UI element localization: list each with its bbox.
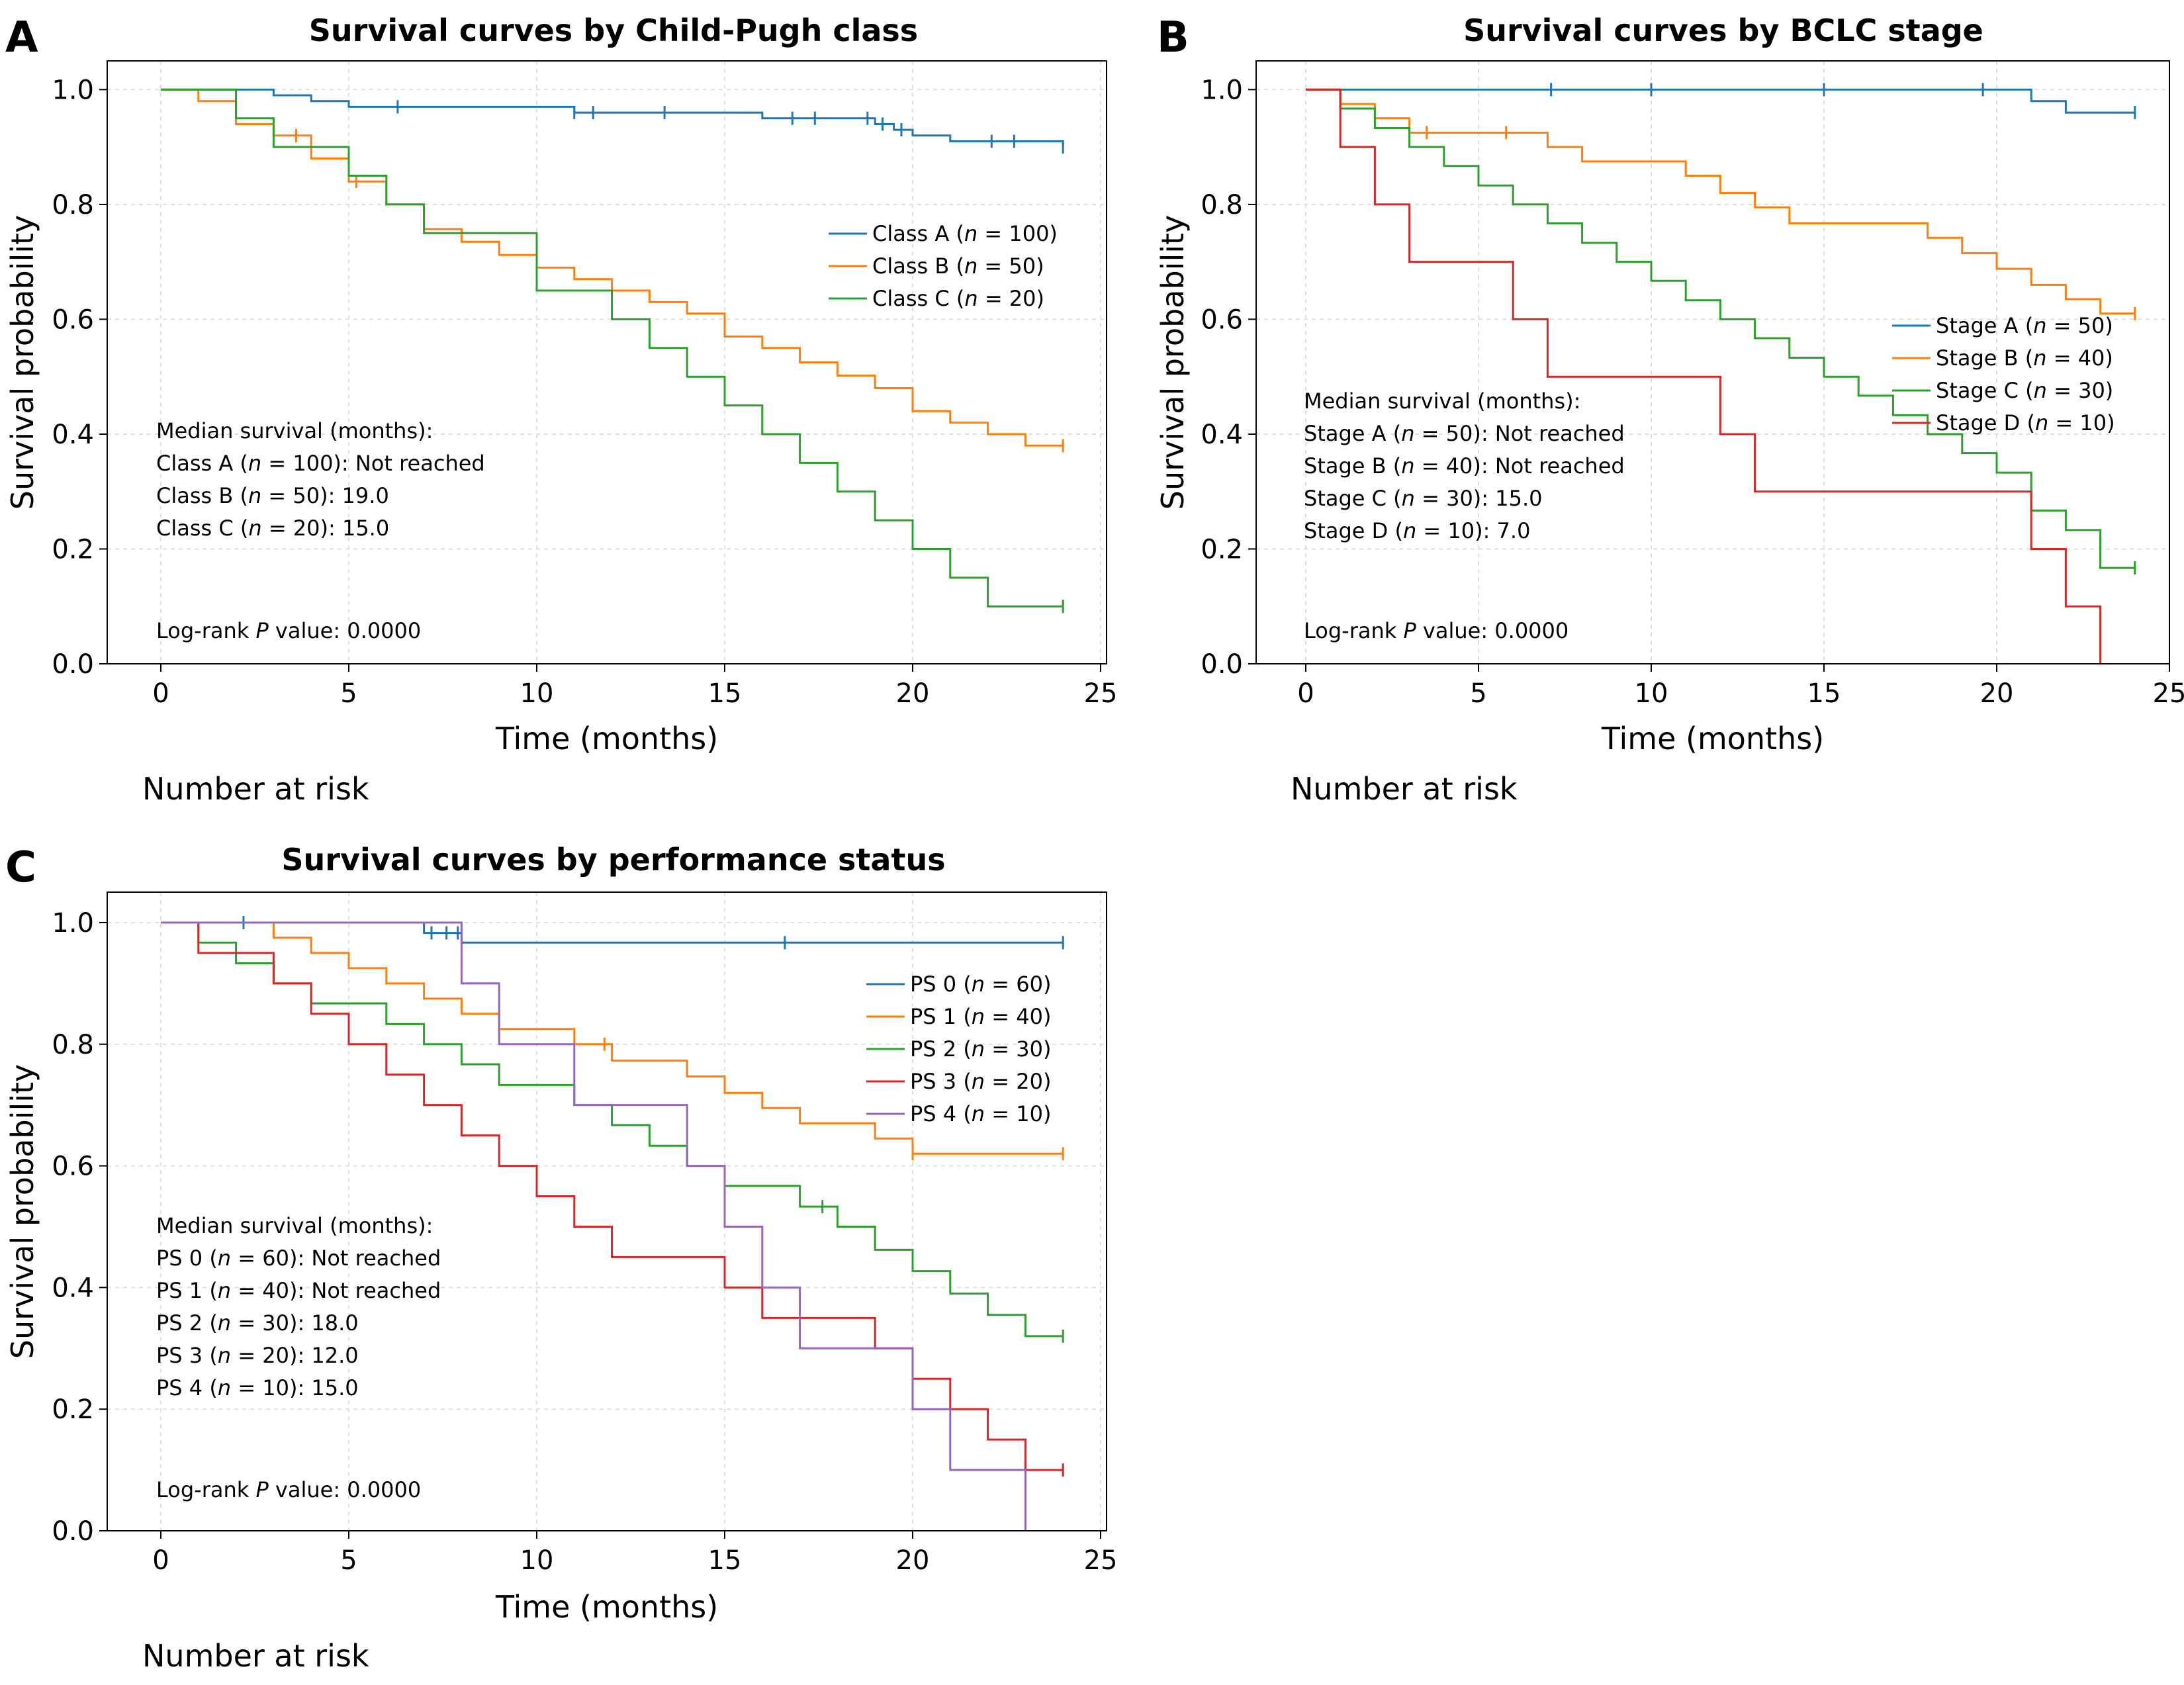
- survival-curve-class-b: [161, 88, 1064, 447]
- legend-entry: Class C (n = 20): [872, 286, 1044, 311]
- median-survival-line: Stage C (n = 30): 15.0: [1304, 486, 1542, 511]
- median-survival-line: PS 1 (n = 40): Not reached: [156, 1278, 441, 1303]
- x-axis-label: Time (months): [1601, 721, 1824, 756]
- chart-title: Survival curves by performance status: [281, 842, 945, 878]
- survival-curve-stage-a: [1306, 88, 2135, 114]
- median-survival-line: PS 2 (n = 30): 18.0: [156, 1310, 359, 1336]
- panel-label: A: [5, 13, 38, 62]
- y-tick-label: 0.4: [52, 420, 94, 450]
- x-axis-label: Time (months): [495, 721, 718, 756]
- y-tick-label: 0.6: [1201, 304, 1243, 335]
- y-axis-label: Survival probability: [1155, 215, 1191, 510]
- x-tick-label: 20: [896, 678, 930, 709]
- x-tick-label: 10: [520, 1545, 554, 1576]
- legend-entry: Class B (n = 50): [872, 253, 1044, 279]
- y-tick-label: 0.6: [52, 304, 94, 335]
- x-tick-label: 25: [1084, 678, 1118, 709]
- x-tick-label: 10: [1635, 678, 1668, 709]
- y-tick-label: 0.8: [52, 190, 94, 220]
- median-survival-line: Class C (n = 20): 15.0: [156, 516, 389, 541]
- legend-entry: PS 2 (n = 30): [910, 1036, 1051, 1062]
- y-tick-label: 1.0: [1201, 75, 1243, 105]
- median-survival-line: Stage B (n = 40): Not reached: [1304, 453, 1625, 478]
- x-tick-label: 5: [340, 1545, 357, 1576]
- median-survival-line: Class B (n = 50): 19.0: [156, 483, 389, 508]
- chart-panel-a: A Survival curves by Child-Pugh class 0 5 10…: [5, 13, 1117, 807]
- y-tick-label: 1.0: [52, 75, 94, 105]
- plot-frame: [107, 891, 1107, 1531]
- y-tick-label: 0.0: [52, 649, 94, 680]
- x-tick-label: 15: [708, 678, 742, 709]
- x-tick-label: 25: [2153, 678, 2184, 709]
- median-survival-line: PS 0 (n = 60): Not reached: [156, 1246, 441, 1271]
- legend-entry: Stage C (n = 30): [1936, 378, 2113, 403]
- logrank-pvalue: Log-rank P value: 0.0000: [1304, 618, 1569, 643]
- median-survival-header: Median survival (months):: [156, 1213, 433, 1238]
- x-tick-label: 10: [520, 678, 554, 709]
- logrank-pvalue: Log-rank P value: 0.0000: [156, 618, 421, 643]
- y-tick-label: 0.0: [1201, 649, 1243, 680]
- survival-curve-ps-4: [161, 921, 1026, 1531]
- survival-curve-stage-b: [1306, 88, 2135, 315]
- legend-entry: Class A (n = 100): [872, 221, 1058, 246]
- legend-entry: PS 1 (n = 40): [910, 1004, 1051, 1029]
- y-axis-label: Survival probability: [5, 215, 40, 510]
- plot-frame: [107, 60, 1107, 664]
- legend-entry: PS 0 (n = 60): [910, 972, 1051, 997]
- median-survival-line: Stage A (n = 50): Not reached: [1304, 421, 1625, 446]
- survival-curve-ps-1: [161, 921, 1064, 1155]
- y-tick-label: 0.8: [52, 1030, 94, 1060]
- x-axis-label: Time (months): [495, 1589, 718, 1625]
- chart-panel-b: B Survival curves by BCLC stage 0 5 10 15 20 25…: [1155, 13, 2184, 807]
- y-tick-label: 1.0: [52, 908, 94, 938]
- x-tick-label: 5: [340, 678, 357, 709]
- plot-frame: [1255, 60, 2170, 664]
- logrank-pvalue: Log-rank P value: 0.0000: [156, 1477, 421, 1502]
- x-tick-label: 20: [1980, 678, 2014, 709]
- panel-label: C: [5, 843, 36, 892]
- y-tick-label: 0.8: [1201, 190, 1243, 220]
- x-tick-label: 0: [152, 678, 169, 709]
- survival-curve-ps-3: [161, 921, 1064, 1471]
- survival-curve-ps-0: [161, 921, 1064, 944]
- legend-entry: PS 4 (n = 10): [910, 1101, 1051, 1126]
- y-axis-label: Survival probability: [5, 1064, 40, 1359]
- median-survival-line: PS 3 (n = 20): 12.0: [156, 1343, 359, 1368]
- x-tick-label: 0: [152, 1545, 169, 1576]
- median-survival-line: Class A (n = 100): Not reached: [156, 451, 485, 476]
- median-survival-header: Median survival (months):: [156, 418, 433, 443]
- legend-entry: Stage B (n = 40): [1936, 345, 2113, 371]
- x-tick-label: 5: [1470, 678, 1486, 709]
- x-tick-label: 25: [1084, 1545, 1118, 1576]
- y-tick-label: 0.2: [52, 1394, 94, 1425]
- y-tick-label: 0.2: [1201, 534, 1243, 565]
- legend-entry: Stage A (n = 50): [1936, 313, 2113, 338]
- survival-curve-class-a: [161, 88, 1064, 148]
- y-tick-label: 0.0: [52, 1516, 94, 1547]
- median-survival-line: Stage D (n = 10): 7.0: [1304, 518, 1530, 543]
- y-tick-label: 0.4: [1201, 420, 1243, 450]
- chart-title: Survival curves by Child-Pugh class: [309, 13, 918, 48]
- panel-label: B: [1157, 13, 1189, 62]
- chart-title: Survival curves by BCLC stage: [1463, 13, 1983, 48]
- y-tick-label: 0.6: [52, 1152, 94, 1182]
- x-tick-label: 15: [708, 1545, 742, 1576]
- number-at-risk-label: Number at risk: [142, 1638, 369, 1674]
- median-survival-line: PS 4 (n = 10): 15.0: [156, 1375, 359, 1400]
- x-tick-label: 20: [896, 1545, 930, 1576]
- chart-panel-c: C Survival curves by performance status 0 5…: [5, 842, 1117, 1674]
- y-tick-label: 0.4: [52, 1273, 94, 1303]
- y-tick-label: 0.2: [52, 534, 94, 565]
- x-tick-label: 15: [1807, 678, 1841, 709]
- legend-entry: Stage D (n = 10): [1936, 410, 2115, 435]
- survival-curve-class-c: [161, 88, 1064, 608]
- median-survival-header: Median survival (months):: [1304, 388, 1580, 414]
- number-at-risk-label: Number at risk: [1291, 771, 1518, 807]
- survival-curve-stage-d: [1306, 88, 2102, 664]
- number-at-risk-label: Number at risk: [142, 771, 369, 807]
- x-tick-label: 0: [1297, 678, 1314, 709]
- legend-entry: PS 3 (n = 20): [910, 1069, 1051, 1094]
- survival-curve-stage-c: [1306, 88, 2135, 569]
